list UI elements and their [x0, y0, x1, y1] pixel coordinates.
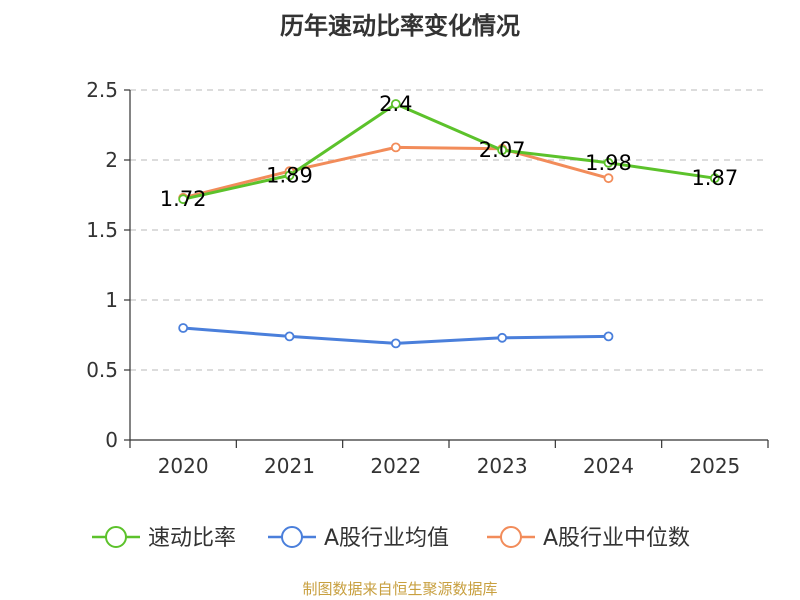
point-0-1 [284, 170, 295, 181]
legend: 速动比率 A股行业均值 A股行业中位数 [92, 526, 690, 551]
x-tick-label-2025: 2025 [689, 454, 740, 478]
y-tick-label-2: 1 [105, 288, 118, 312]
data-label-2020: 1.72 [160, 187, 207, 211]
data-label-2021: 1.89 [266, 163, 313, 187]
legend-marker-2 [500, 526, 522, 548]
point-1-1 [284, 331, 295, 342]
point-2-4 [603, 173, 614, 184]
point-1-2 [390, 338, 401, 349]
series-line-0 [182, 102, 716, 201]
y-tick-label-5: 2.5 [86, 78, 118, 102]
point-1-0 [178, 323, 189, 333]
legend-label-0: 速动比率 [148, 526, 236, 551]
x-tick-label-2020: 2020 [158, 454, 209, 478]
gridlines [130, 89, 768, 371]
point-1-3 [497, 332, 508, 343]
data-label-2023: 2.07 [479, 138, 526, 162]
point-1-4 [603, 331, 614, 342]
source-note: 制图数据来自恒生聚源数据库 [302, 580, 498, 598]
chart-title: 历年速动比率变化情况 [280, 12, 520, 40]
data-labels: 1.72 1.89 2.4 2.07 1.98 1.87 [160, 92, 738, 211]
y-tick-label-1: 0.5 [86, 358, 118, 382]
x-tick-label-2022: 2022 [370, 454, 421, 478]
x-tick-label-2023: 2023 [477, 454, 528, 478]
point-0-0 [178, 194, 189, 205]
data-label-2022: 2.4 [379, 92, 412, 116]
point-0-2 [390, 99, 401, 109]
legend-marker-1 [281, 526, 303, 548]
legend-label-1: A股行业均值 [324, 526, 449, 551]
point-0-5 [709, 173, 720, 184]
series-lines [178, 99, 720, 349]
legend-label-2: A股行业中位数 [543, 526, 690, 551]
axes: 0 0.5 1 1.5 2 2.5 2020 2021 2022 2023 2024 2025 [86, 78, 769, 478]
point-0-4 [603, 157, 614, 168]
y-tick-label-3: 1.5 [86, 218, 118, 242]
data-label-2024: 1.98 [585, 151, 632, 175]
legend-marker-0 [105, 526, 127, 548]
point-0-3 [497, 145, 508, 156]
x-tick-label-2021: 2021 [264, 454, 315, 478]
x-tick-label-2024: 2024 [583, 454, 634, 478]
y-tick-label-0: 0 [105, 428, 118, 452]
point-2-2 [390, 142, 401, 153]
data-label-2025: 1.87 [691, 166, 738, 190]
y-tick-label-4: 2 [105, 148, 118, 172]
